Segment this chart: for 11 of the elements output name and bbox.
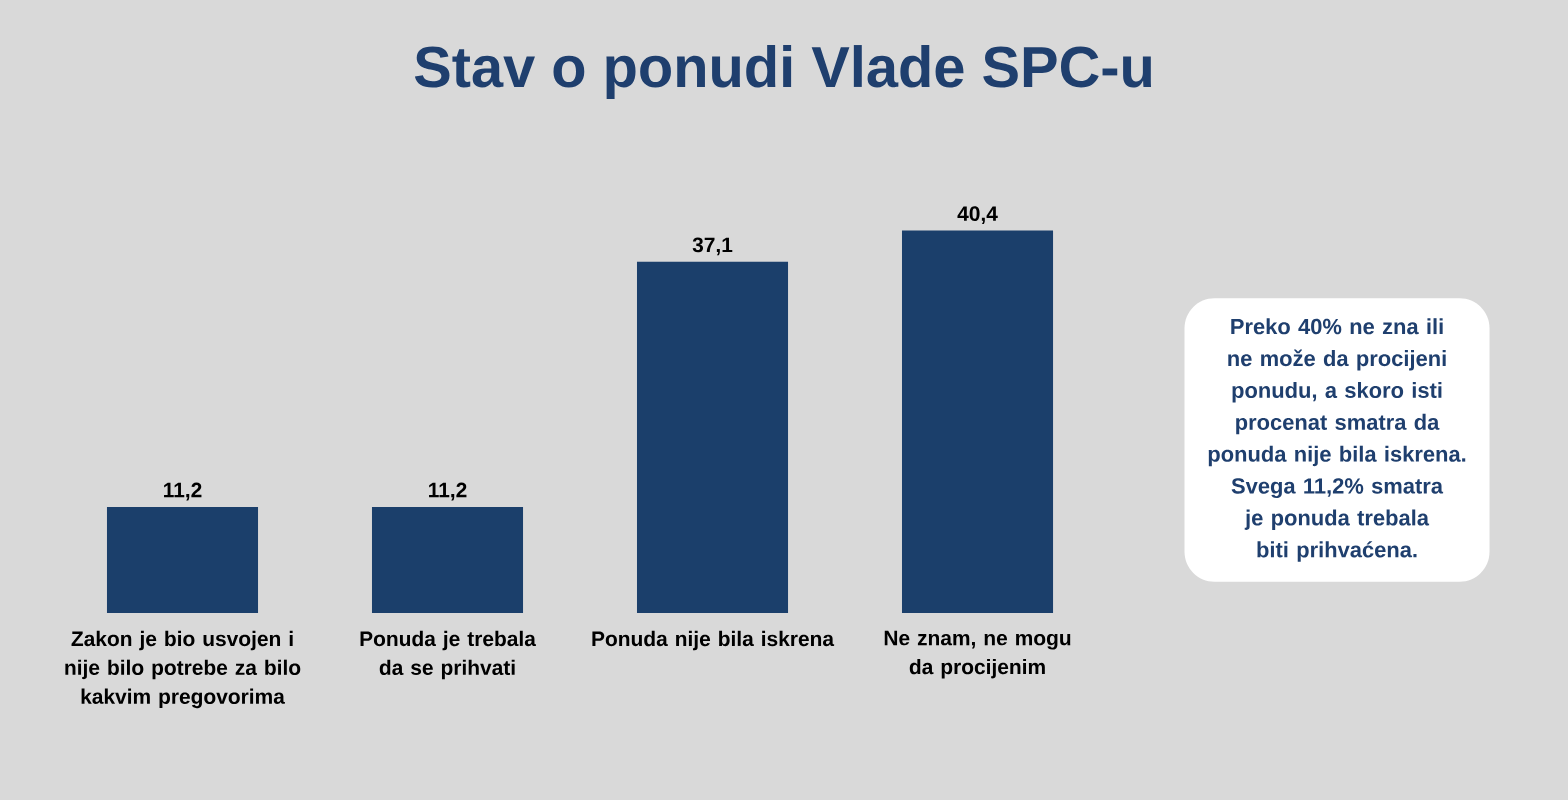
- chart-title: Stav o ponudi Vlade SPC-u: [414, 45, 1152, 99]
- text: Preko 40% ne zna ili ne može da procijeni ponudu, a skoro isti procenat smatra da ponuda nije bila iskrena.: [1208, 318, 1466, 467]
- data-label: 11,2: [429, 482, 467, 501]
- x-tick-label: Ponuda je trebala da se prihvati: [360, 630, 536, 680]
- data-label: 40,4: [957, 206, 998, 225]
- x-tick-label: Ponuda nije bila iskrena: [592, 630, 835, 651]
- data-label: 37,1: [692, 237, 733, 256]
- x-tick-label: Ne znam, ne mogu da procijenim: [884, 630, 1071, 679]
- text: Svega 11,2% smatra je ponuda trebala biti prihvaćena.: [1231, 478, 1444, 562]
- data-label: 11,2: [164, 482, 202, 501]
- x-tick-label: Zakon je bio usvojen i nije bilo potrebe za bilo kakvim pregovorima: [65, 630, 301, 709]
